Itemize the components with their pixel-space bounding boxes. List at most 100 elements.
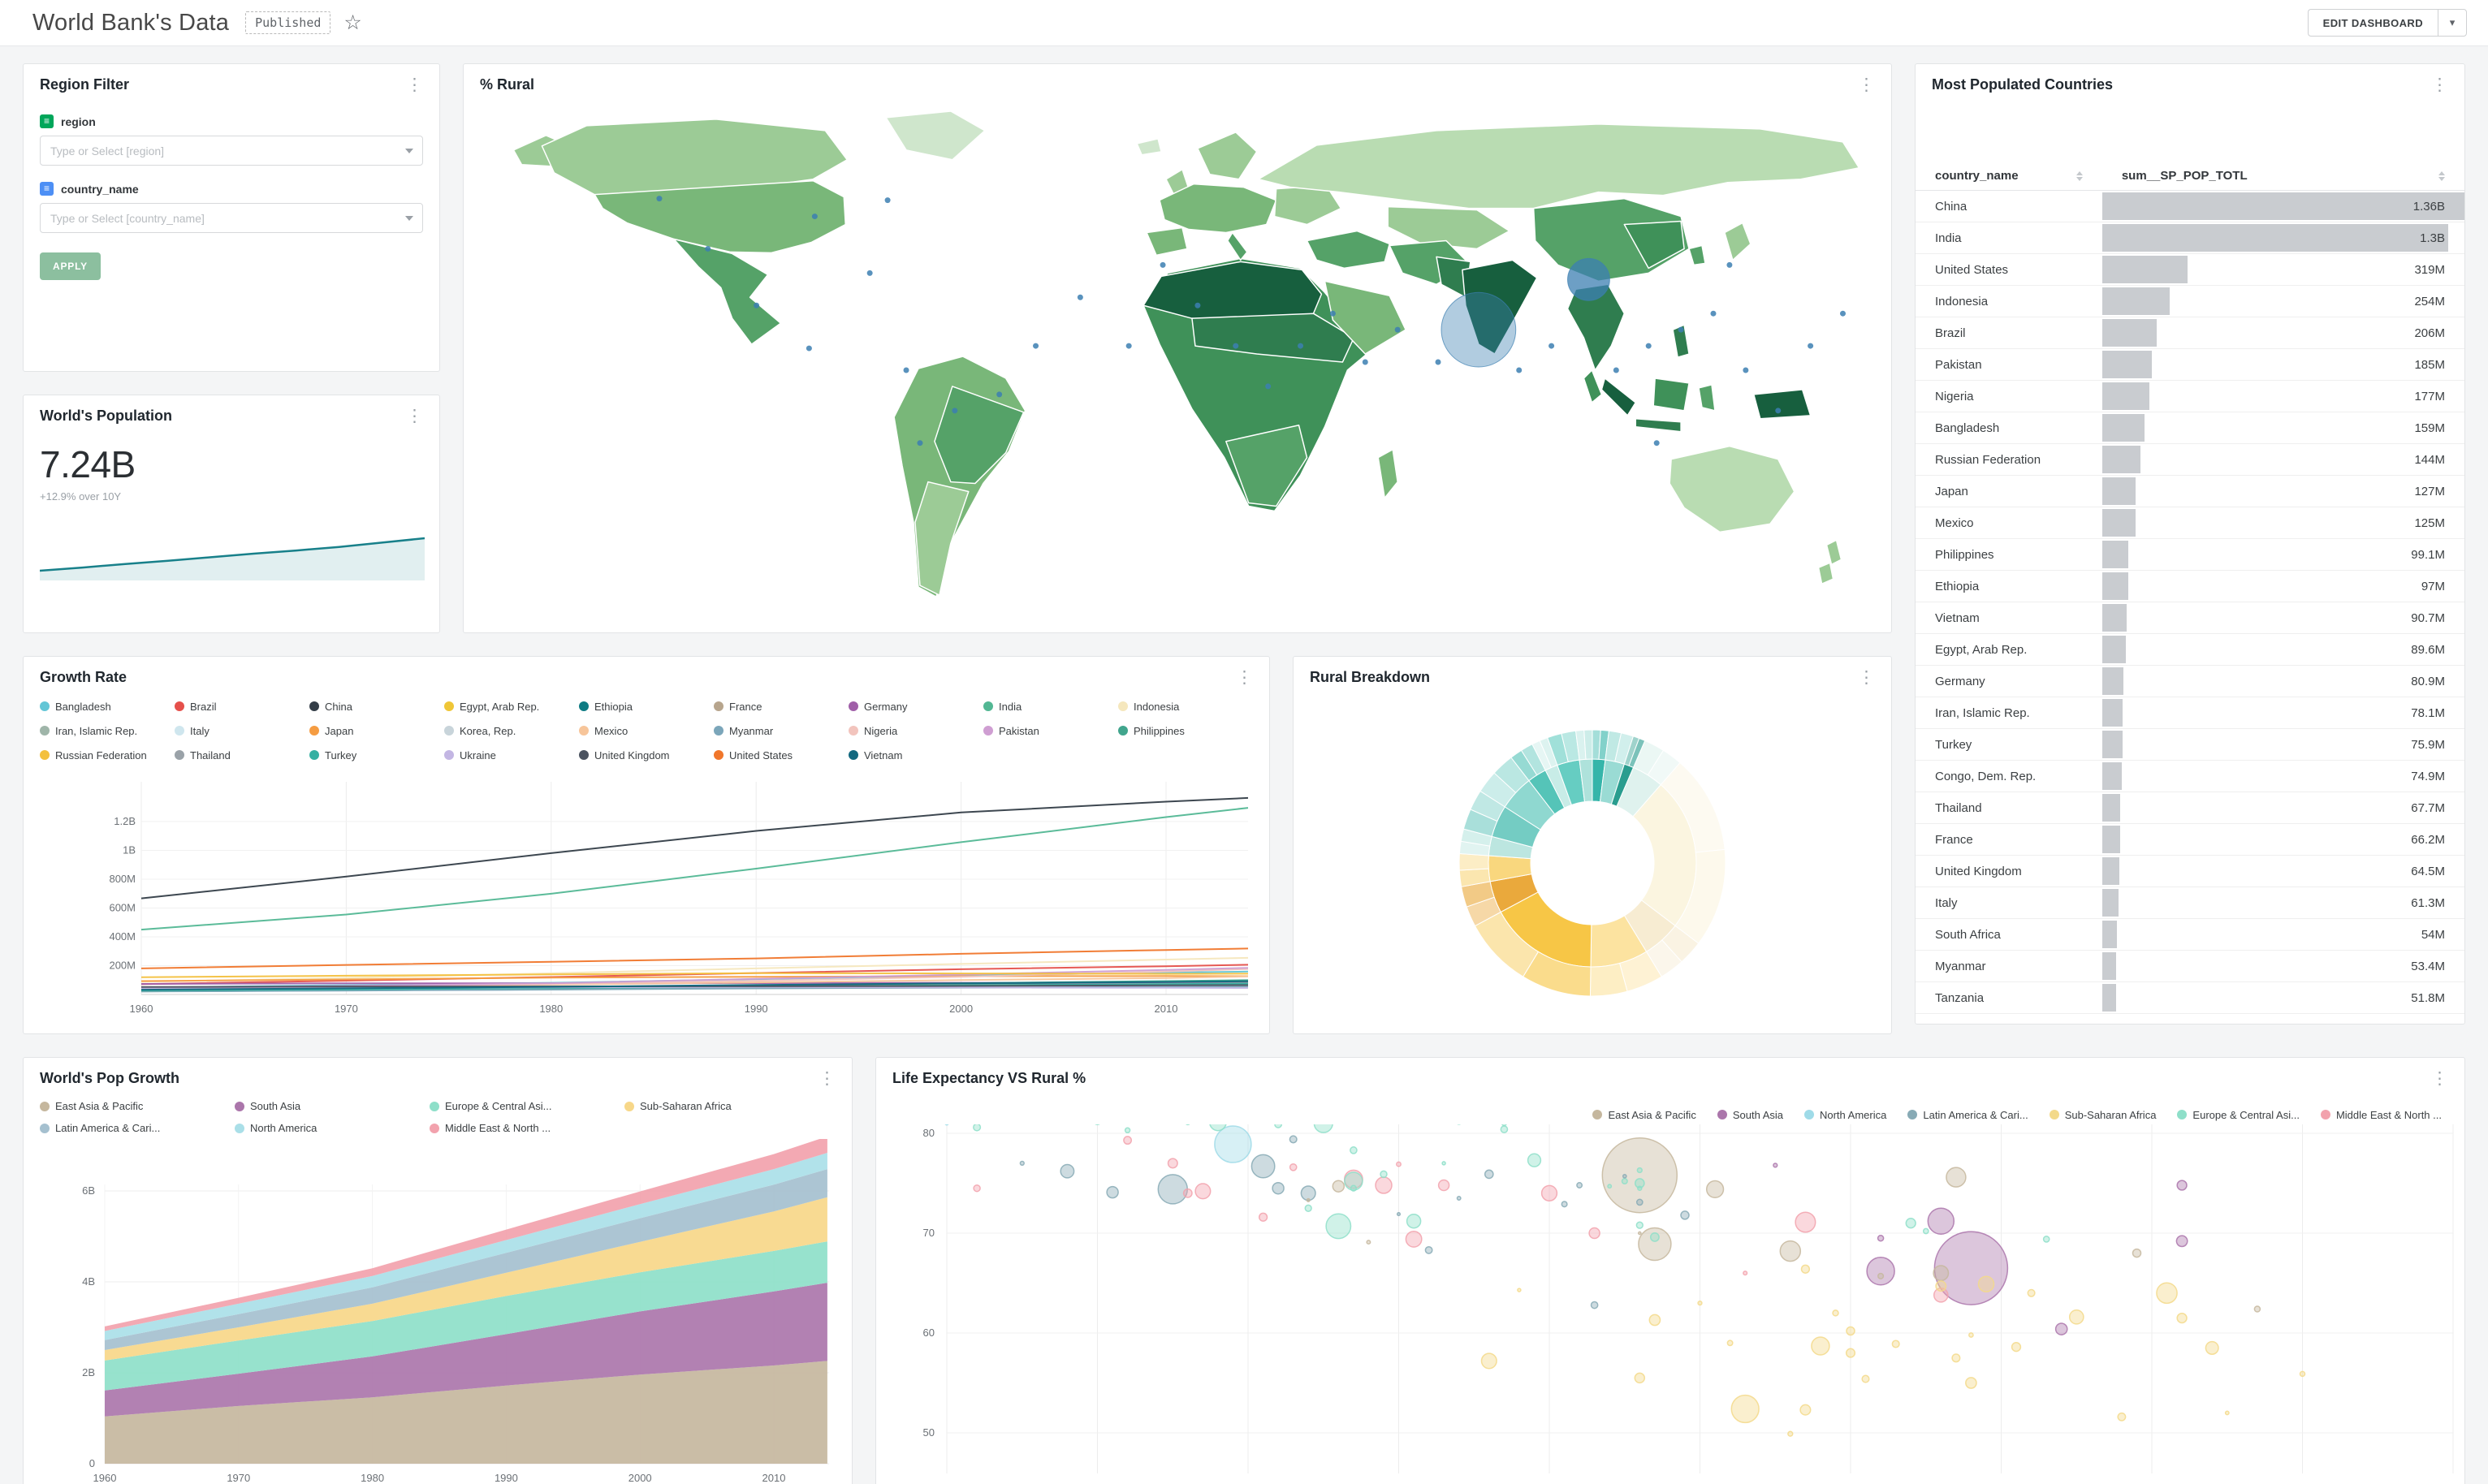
legend-label: Bangladesh [55, 700, 111, 713]
legend-item[interactable]: South Asia [1717, 1105, 1783, 1124]
legend-dot-icon [235, 1101, 244, 1111]
svg-text:1980: 1980 [539, 1003, 563, 1015]
legend-item[interactable]: Philippines [1118, 718, 1253, 743]
legend-item[interactable]: Ethiopia [579, 694, 714, 718]
kebab-menu-icon[interactable]: ⋮ [2431, 75, 2448, 94]
legend-item[interactable]: Latin America & Cari... [40, 1117, 235, 1139]
legend-item[interactable]: Italy [175, 718, 309, 743]
legend-item[interactable]: Bangladesh [40, 694, 175, 718]
country-name-select[interactable] [40, 203, 423, 233]
population-bar [2101, 541, 2129, 568]
legend-item[interactable]: Mexico [579, 718, 714, 743]
legend-item[interactable]: Ukraine [444, 743, 579, 767]
legend-item[interactable]: Russian Federation [40, 743, 175, 767]
legend-item[interactable]: Europe & Central Asi... [2177, 1105, 2300, 1124]
legend-item[interactable]: Iran, Islamic Rep. [40, 718, 175, 743]
population-value-cell: 74.9M [2101, 760, 2464, 792]
legend-item[interactable]: Japan [309, 718, 444, 743]
svg-text:600M: 600M [109, 902, 136, 914]
table-row: Tanzania 51.8M [1916, 981, 2464, 1014]
legend-item[interactable]: Nigeria [849, 718, 983, 743]
legend-label: Nigeria [864, 724, 898, 737]
legend-item[interactable]: Brazil [175, 694, 309, 718]
population-sparkline-chart [40, 537, 425, 580]
legend-item[interactable]: East Asia & Pacific [40, 1095, 235, 1117]
legend-item[interactable]: Pakistan [983, 718, 1118, 743]
pop-growth-area-chart: 0 2B 4B 6B 1960 1970 1980 1990 2000 2010 [82, 1136, 829, 1484]
population-bar [2101, 192, 2464, 220]
favorite-star-icon[interactable]: ☆ [343, 11, 362, 34]
legend-item[interactable]: Thailand [175, 743, 309, 767]
apply-button[interactable]: APPLY [40, 252, 101, 280]
svg-text:2000: 2000 [628, 1472, 652, 1484]
legend-item[interactable]: Middle East & North ... [2320, 1105, 2442, 1124]
population-bar [2101, 731, 2123, 758]
edit-dashboard-caret-button[interactable]: ▾ [2438, 9, 2467, 37]
kebab-menu-icon[interactable]: ⋮ [406, 407, 423, 425]
population-value-cell: 78.1M [2101, 697, 2464, 729]
legend-item[interactable]: North America [1803, 1105, 1886, 1124]
card-title: World's Pop Growth [40, 1070, 179, 1086]
legend-item[interactable]: Latin America & Cari... [1907, 1105, 2028, 1124]
kebab-menu-icon[interactable]: ⋮ [1236, 668, 1253, 687]
legend-item[interactable]: United Kingdom [579, 743, 714, 767]
legend-dot-icon [983, 726, 993, 736]
country-name-cell: South Africa [1916, 918, 2102, 951]
legend-item[interactable]: Europe & Central Asi... [430, 1095, 624, 1117]
life-expectancy-legend: East Asia & Pacific South Asia North Ameri… [876, 1105, 2464, 1124]
column-header-country-name[interactable]: country_name [1916, 162, 2102, 191]
population-value-cell: 206M [2101, 317, 2464, 349]
table-row: Italy 61.3M [1916, 887, 2464, 919]
population-value-cell: 54M [2101, 918, 2464, 951]
legend-item[interactable]: Myanmar [714, 718, 849, 743]
legend-dot-icon [430, 1123, 439, 1133]
population-value-cell: 254M [2101, 285, 2464, 317]
legend-label: United Kingdom [594, 748, 670, 761]
legend-label: Philippines [1134, 724, 1185, 737]
status-badge[interactable]: Published [245, 11, 331, 34]
kebab-menu-icon[interactable]: ⋮ [406, 75, 423, 94]
country-name-cell: Tanzania [1916, 981, 2102, 1014]
region-select[interactable] [40, 136, 423, 166]
legend-item[interactable]: South Asia [235, 1095, 430, 1117]
legend-item[interactable]: North America [235, 1117, 430, 1139]
rural-map-card: % Rural ⋮ [463, 63, 1892, 633]
legend-item[interactable]: France [714, 694, 849, 718]
population-delta: +12.9% over 10Y [40, 490, 122, 503]
legend-item[interactable]: China [309, 694, 444, 718]
legend-dot-icon [235, 1123, 244, 1133]
legend-item[interactable]: Sub-Saharan Africa [2049, 1105, 2156, 1124]
legend-dot-icon [714, 726, 724, 736]
population-value-cell: 80.9M [2101, 665, 2464, 697]
region-input[interactable] [40, 136, 423, 166]
legend-label: East Asia & Pacific [55, 1100, 144, 1112]
pop-growth-card: World's Pop Growth ⋮ East Asia & Pacific… [23, 1057, 853, 1484]
country-name-cell: China [1916, 190, 2102, 222]
legend-item[interactable]: India [983, 694, 1118, 718]
legend-item[interactable]: Middle East & North ... [430, 1117, 624, 1139]
legend-item[interactable]: Egypt, Arab Rep. [444, 694, 579, 718]
legend-dot-icon [309, 701, 319, 711]
edit-dashboard-button[interactable]: EDIT DASHBOARD [2307, 9, 2438, 37]
legend-item[interactable]: United States [714, 743, 849, 767]
table-row: Brazil 206M [1916, 317, 2464, 349]
kebab-menu-icon[interactable]: ⋮ [819, 1069, 836, 1088]
country-name-input[interactable] [40, 203, 423, 233]
legend-item[interactable]: Korea, Rep. [444, 718, 579, 743]
legend-item[interactable]: Turkey [309, 743, 444, 767]
kebab-menu-icon[interactable]: ⋮ [1858, 75, 1875, 94]
svg-text:1B: 1B [123, 844, 136, 856]
legend-item[interactable]: Sub-Saharan Africa [624, 1095, 819, 1117]
sort-icon [2438, 170, 2445, 181]
column-header-population[interactable]: sum__SP_POP_TOTL [2101, 162, 2464, 191]
country-name-cell: Vietnam [1916, 602, 2102, 634]
legend-item[interactable]: Vietnam [849, 743, 983, 767]
population-bar [2101, 509, 2136, 537]
population-bar [2101, 699, 2123, 727]
table-row: Indonesia 254M [1916, 285, 2464, 317]
legend-item[interactable]: East Asia & Pacific [1592, 1105, 1696, 1124]
legend-item[interactable]: Indonesia [1118, 694, 1253, 718]
kebab-menu-icon[interactable]: ⋮ [2431, 1069, 2448, 1088]
legend-item[interactable]: Germany [849, 694, 983, 718]
kebab-menu-icon[interactable]: ⋮ [1858, 668, 1875, 687]
